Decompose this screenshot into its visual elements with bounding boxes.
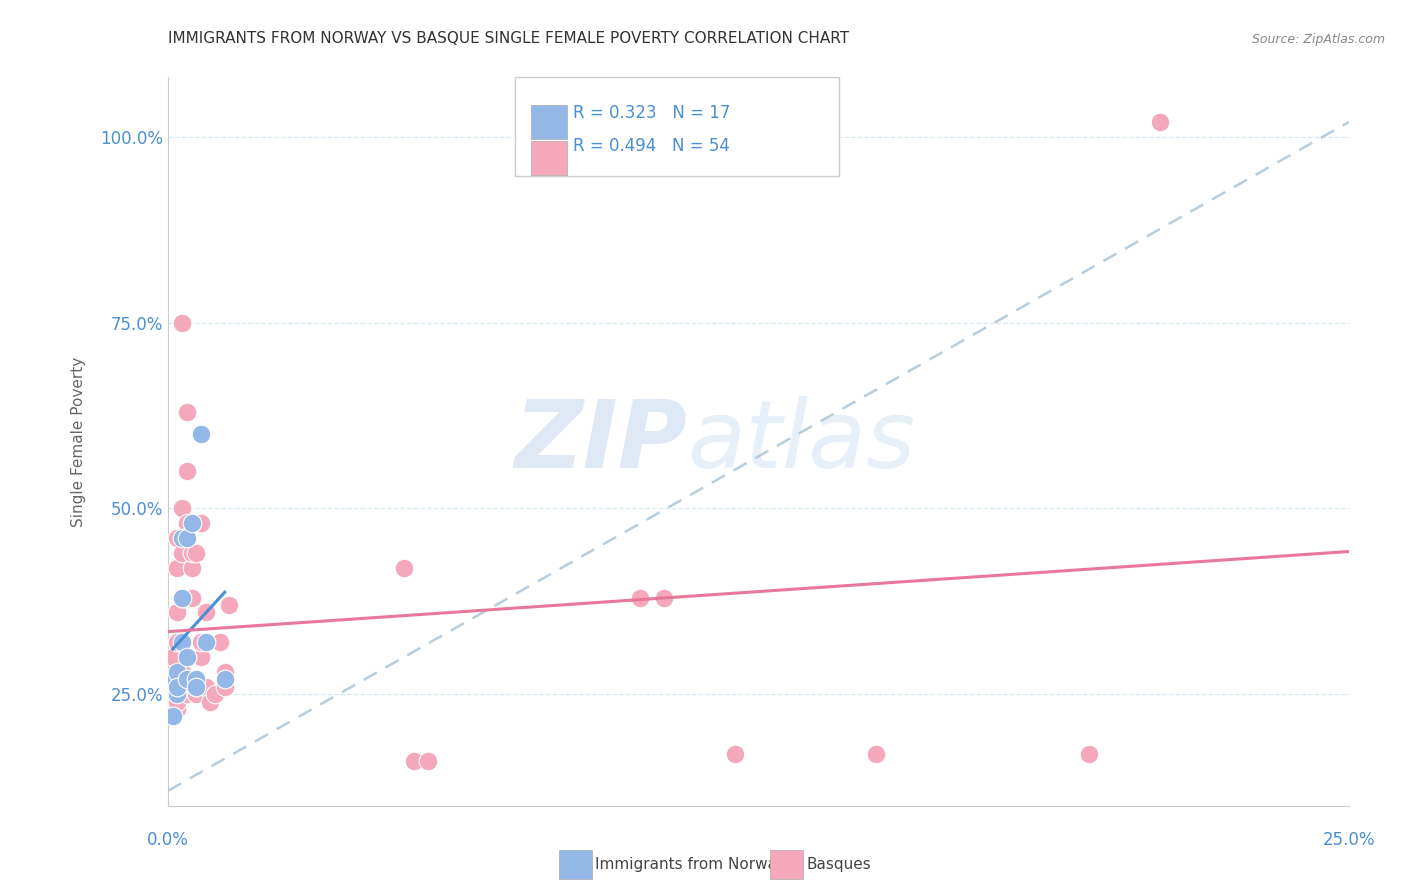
Point — [166, 695, 188, 709]
Point — [186, 680, 208, 694]
Point — [180, 591, 202, 605]
Point — [162, 665, 184, 679]
Text: IMMIGRANTS FROM NORWAY VS BASQUE SINGLE FEMALE POVERTY CORRELATION CHART: IMMIGRANTS FROM NORWAY VS BASQUE SINGLE … — [167, 31, 849, 46]
Point — [172, 665, 194, 679]
Point — [166, 635, 188, 649]
Point — [208, 635, 231, 649]
Point — [166, 561, 188, 575]
Point — [214, 680, 236, 694]
Point — [162, 680, 184, 694]
Point — [162, 695, 184, 709]
Point — [416, 754, 439, 768]
Point — [172, 501, 194, 516]
Point — [162, 709, 184, 723]
Point — [162, 695, 184, 709]
Point — [214, 673, 236, 687]
Point — [1078, 747, 1101, 761]
Point — [159, 687, 181, 701]
Point — [162, 650, 184, 665]
Point — [392, 561, 415, 575]
Point — [166, 635, 188, 649]
Point — [176, 673, 198, 687]
Point — [176, 405, 198, 419]
Point — [180, 516, 202, 531]
Point — [190, 635, 212, 649]
Point — [176, 531, 198, 545]
Point — [166, 673, 188, 687]
Text: atlas: atlas — [688, 396, 915, 487]
Point — [166, 702, 188, 716]
Point — [180, 546, 202, 560]
Point — [190, 427, 212, 442]
Point — [186, 673, 208, 687]
Y-axis label: Single Female Poverty: Single Female Poverty — [72, 357, 86, 526]
Point — [176, 687, 198, 701]
Point — [172, 531, 194, 545]
Text: Source: ZipAtlas.com: Source: ZipAtlas.com — [1251, 33, 1385, 46]
Point — [162, 673, 184, 687]
Point — [628, 591, 651, 605]
Point — [204, 687, 226, 701]
Point — [724, 747, 747, 761]
Point — [172, 635, 194, 649]
Point — [172, 546, 194, 560]
Point — [194, 635, 217, 649]
Point — [186, 546, 208, 560]
Point — [162, 709, 184, 723]
Point — [194, 606, 217, 620]
Text: 0.0%: 0.0% — [148, 830, 188, 848]
Point — [166, 531, 188, 545]
Point — [218, 598, 240, 612]
Text: 25.0%: 25.0% — [1323, 830, 1375, 848]
Point — [402, 754, 425, 768]
Point — [166, 606, 188, 620]
Point — [865, 747, 887, 761]
Point — [166, 665, 188, 679]
Point — [172, 591, 194, 605]
Point — [652, 591, 675, 605]
Point — [162, 680, 184, 694]
Point — [176, 464, 198, 478]
Point — [194, 680, 217, 694]
Text: Immigrants from Norway: Immigrants from Norway — [595, 857, 786, 872]
Point — [190, 516, 212, 531]
Point — [180, 561, 202, 575]
Point — [180, 680, 202, 694]
Point — [176, 650, 198, 665]
Text: R = 0.323   N = 17: R = 0.323 N = 17 — [572, 104, 730, 122]
Text: ZIP: ZIP — [515, 395, 688, 488]
Point — [176, 516, 198, 531]
Text: R = 0.494   N = 54: R = 0.494 N = 54 — [572, 137, 730, 155]
Point — [166, 687, 188, 701]
Point — [1149, 115, 1171, 129]
Point — [172, 673, 194, 687]
Point — [186, 680, 208, 694]
Point — [166, 680, 188, 694]
Point — [172, 316, 194, 330]
Point — [190, 650, 212, 665]
Point — [214, 665, 236, 679]
Text: Basques: Basques — [806, 857, 870, 872]
Point — [200, 695, 222, 709]
Point — [176, 531, 198, 545]
Point — [186, 687, 208, 701]
Point — [172, 591, 194, 605]
